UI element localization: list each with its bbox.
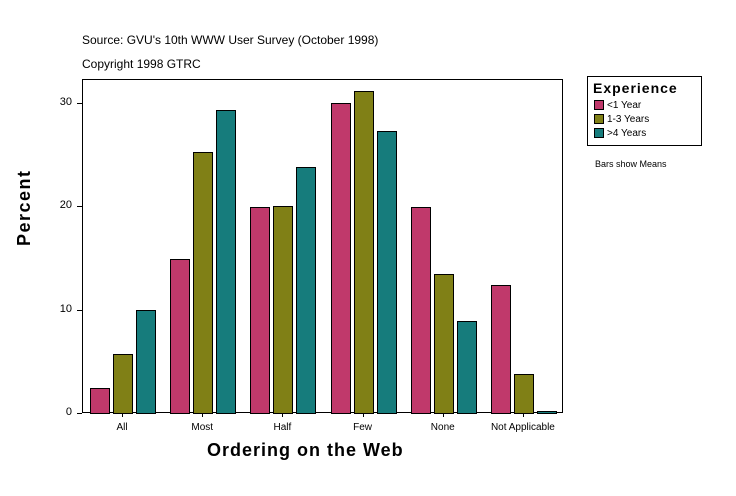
legend-item-1to3: 1-3 Years bbox=[594, 113, 649, 125]
y-axis-label: Percent bbox=[14, 169, 34, 246]
y-tick-mark bbox=[77, 413, 82, 414]
y-tick-mark bbox=[77, 309, 82, 311]
y-tick-label: 0 bbox=[65, 406, 72, 418]
bar-few-0 bbox=[330, 103, 351, 414]
legend-label: 1-3 Years bbox=[607, 113, 650, 125]
bar-few-2 bbox=[376, 130, 397, 414]
bar-none-1 bbox=[433, 273, 454, 414]
source-text: Source: GVU's 10th WWW User Survey (Octo… bbox=[82, 33, 379, 47]
x-tick-mark bbox=[202, 413, 204, 417]
x-tick-mark bbox=[442, 413, 444, 417]
legend-label: >4 Years bbox=[607, 127, 647, 139]
legend-item-lt1: <1 Year bbox=[594, 99, 641, 111]
legend-title: Experience bbox=[593, 80, 678, 96]
x-tick-label: Most bbox=[191, 422, 214, 433]
bar-half-1 bbox=[273, 206, 294, 414]
legend-item-gt4: >4 Years bbox=[594, 127, 646, 139]
bar-not-applicable-0 bbox=[490, 284, 511, 414]
bar-all-1 bbox=[113, 354, 134, 414]
x-tick-label: Few bbox=[353, 422, 373, 433]
bar-half-0 bbox=[250, 207, 271, 414]
y-tick-mark bbox=[77, 103, 82, 105]
bar-most-1 bbox=[193, 151, 214, 414]
x-tick-label: All bbox=[116, 422, 128, 433]
bar-all-0 bbox=[90, 388, 111, 414]
x-axis-label: Ordering on the Web bbox=[207, 440, 404, 460]
bar-all-2 bbox=[136, 309, 157, 414]
bar-none-0 bbox=[410, 207, 431, 414]
legend: Experience <1 Year 1-3 Years >4 Years bbox=[587, 76, 702, 146]
x-tick-label: Not Applicable bbox=[490, 422, 555, 433]
bar-few-1 bbox=[353, 90, 374, 414]
legend-swatch-icon bbox=[594, 114, 604, 124]
y-tick-label: 20 bbox=[59, 199, 72, 212]
x-tick-mark bbox=[122, 413, 124, 417]
bar-not-applicable-2 bbox=[536, 410, 557, 414]
y-tick-label: 10 bbox=[59, 302, 72, 315]
bar-none-2 bbox=[456, 321, 477, 414]
x-tick-mark bbox=[522, 413, 524, 417]
bar-most-2 bbox=[216, 110, 237, 414]
y-tick-mark bbox=[77, 206, 82, 208]
legend-swatch-icon bbox=[594, 128, 604, 138]
legend-swatch-icon bbox=[594, 100, 604, 110]
x-tick-mark bbox=[282, 413, 284, 417]
x-tick-label: None bbox=[430, 422, 455, 433]
plot-area bbox=[82, 79, 563, 414]
copyright-text: Copyright 1998 GTRC bbox=[82, 57, 201, 71]
legend-label: <1 Year bbox=[607, 99, 642, 111]
bar-half-2 bbox=[296, 167, 317, 414]
x-tick-label: Half bbox=[273, 422, 292, 433]
y-tick-label: 30 bbox=[59, 96, 72, 109]
bar-most-0 bbox=[170, 259, 191, 414]
bar-not-applicable-1 bbox=[513, 373, 534, 414]
bars-note: Bars show Means bbox=[595, 159, 667, 169]
x-tick-mark bbox=[362, 413, 364, 417]
